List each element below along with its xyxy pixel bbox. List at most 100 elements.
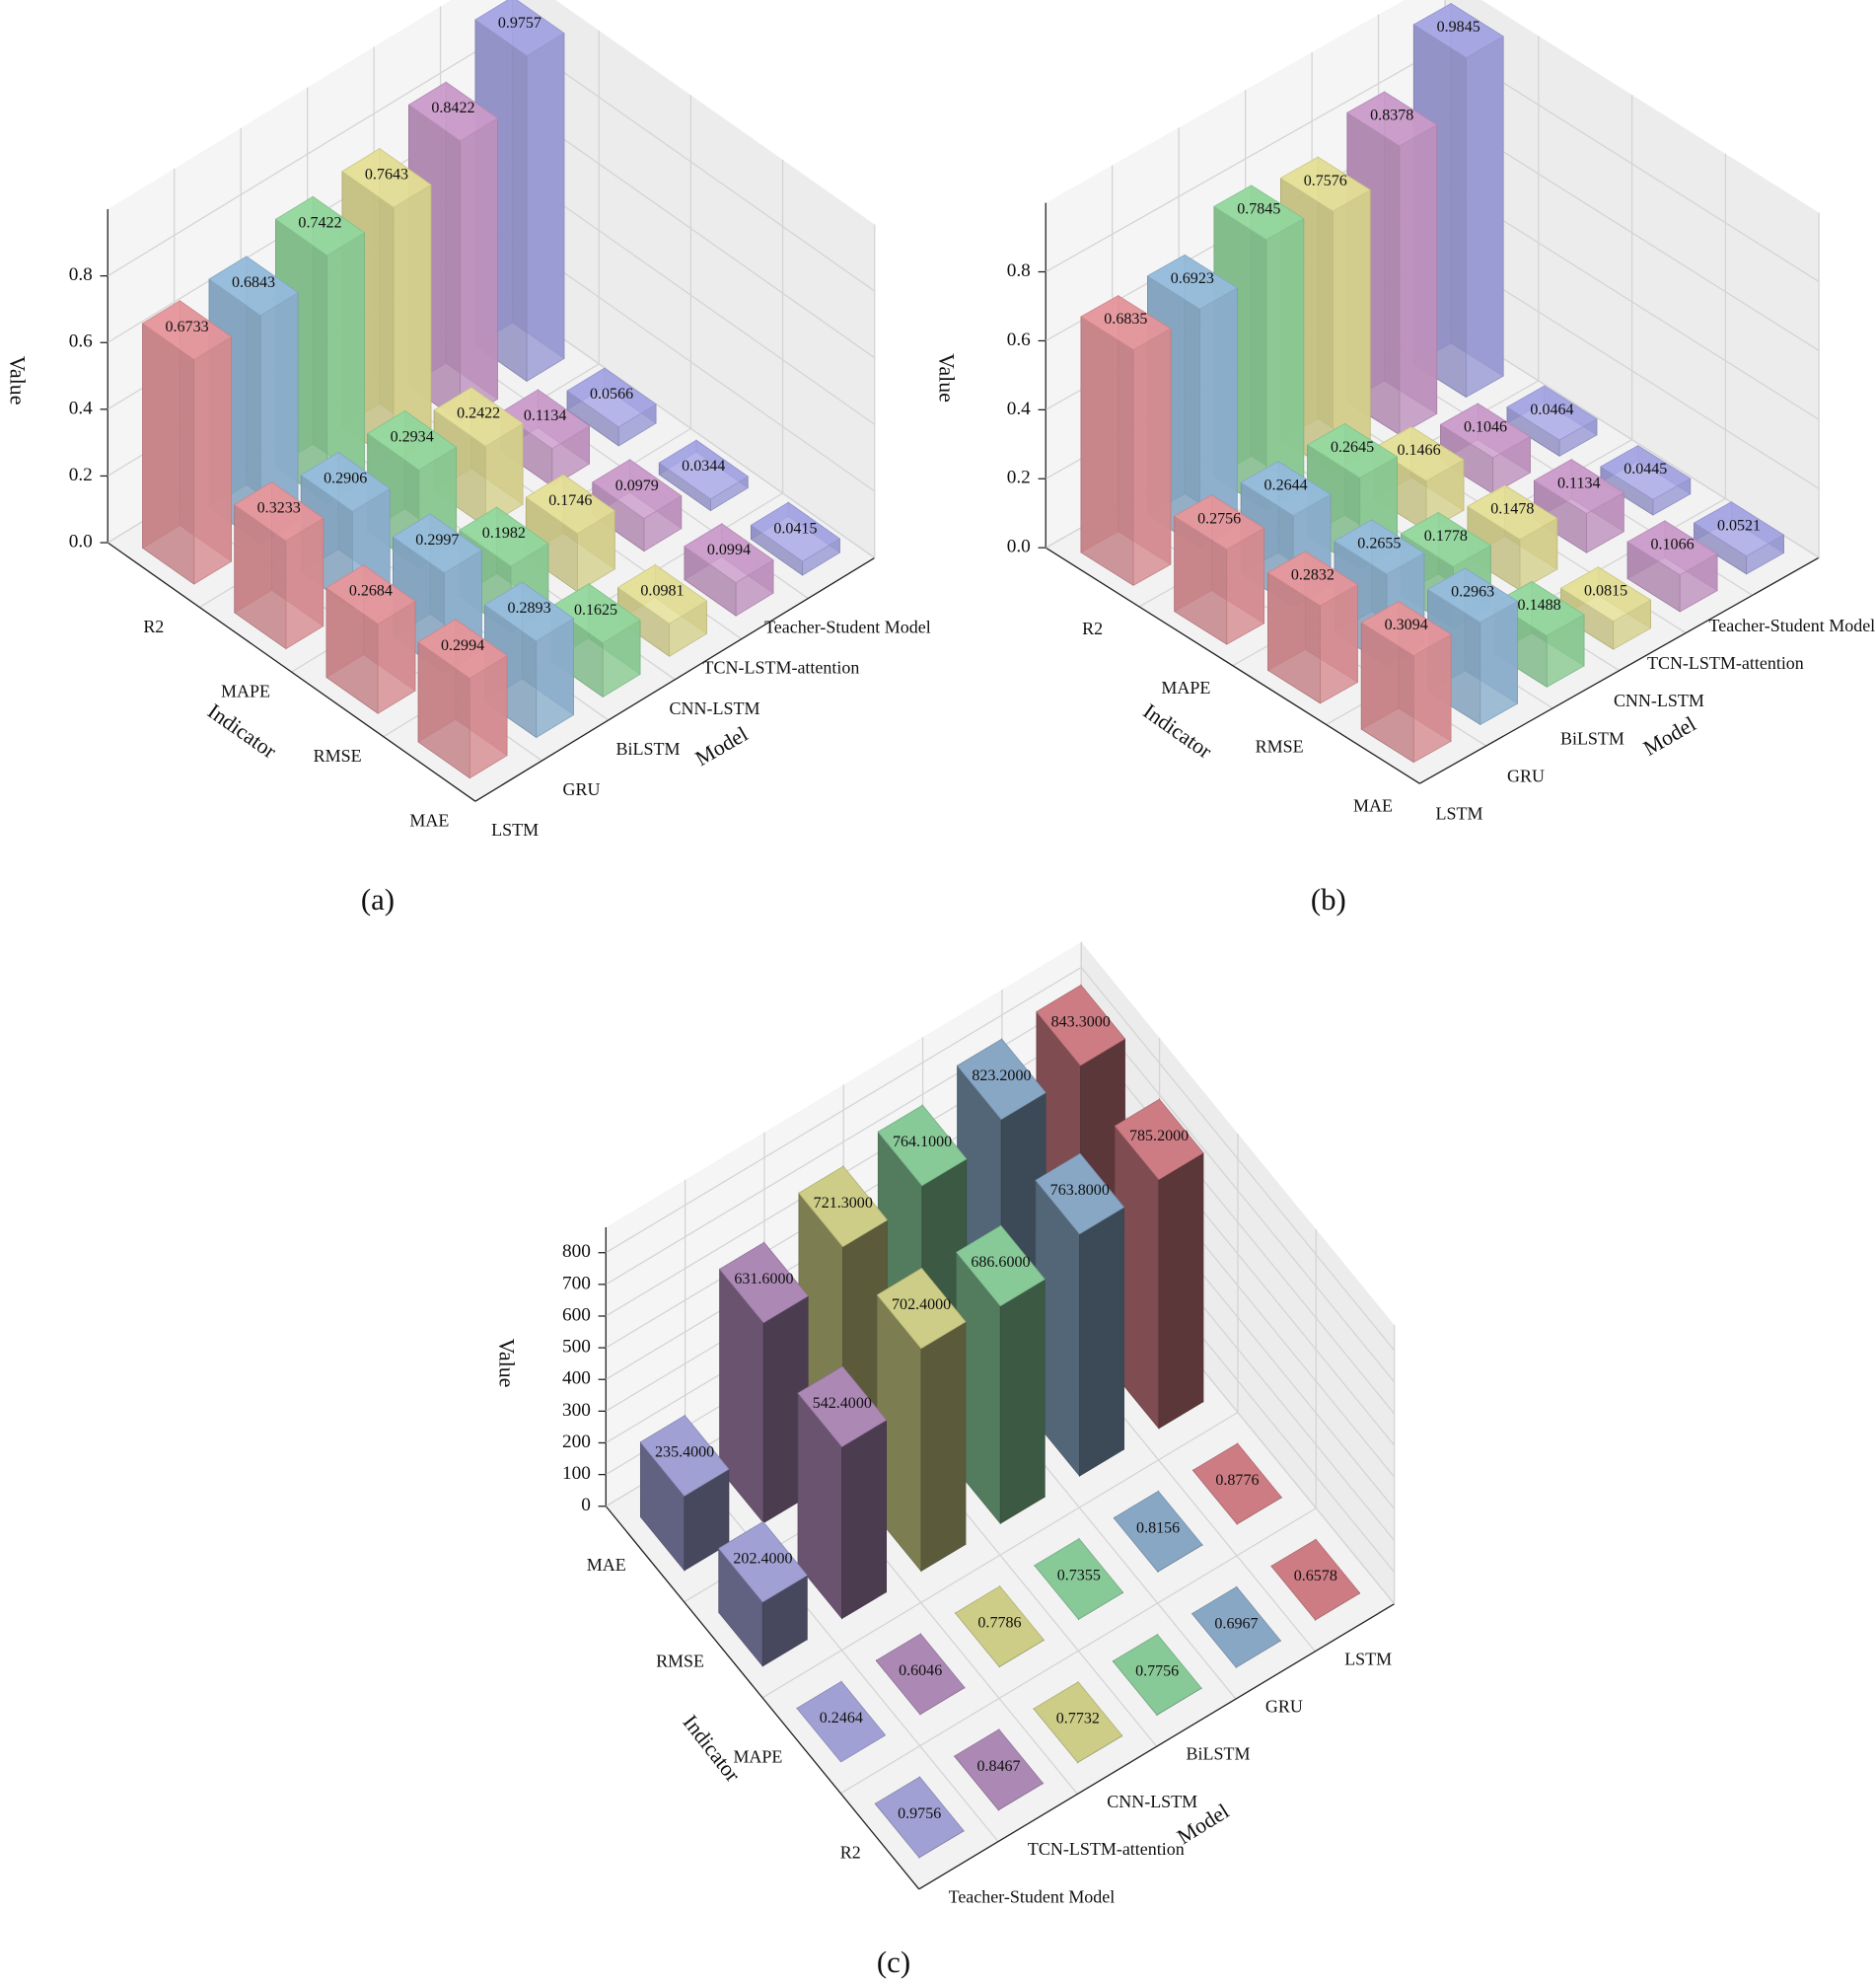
value-label: 0.1066 — [1651, 536, 1695, 552]
bar — [592, 459, 683, 552]
bar-top — [1346, 91, 1438, 147]
value-label: 0.6835 — [1104, 311, 1147, 328]
bar — [1033, 1680, 1123, 1764]
value-label: 721.3000 — [814, 1195, 873, 1212]
grid-line — [1080, 998, 1396, 1383]
model-label: CNN-LSTM — [670, 698, 760, 718]
z-tick-label: 0 — [581, 1495, 591, 1515]
indicator-label: MAPE — [221, 681, 270, 700]
indicator-label: MAE — [409, 811, 449, 831]
bar — [1693, 501, 1785, 575]
bar-top — [798, 1165, 889, 1248]
value-label: 0.0981 — [640, 582, 684, 599]
indicator-label: RMSE — [314, 746, 362, 766]
grid-line — [1080, 1030, 1396, 1415]
value-label: 0.1466 — [1397, 442, 1440, 459]
bar-side — [1158, 1151, 1204, 1430]
bar-top — [1240, 461, 1332, 516]
bar — [1114, 1098, 1204, 1430]
bar-top — [1034, 1538, 1124, 1620]
bar — [1360, 600, 1452, 764]
bar-side — [841, 1419, 887, 1620]
bar — [417, 619, 508, 779]
z-tick-label: 700 — [562, 1273, 591, 1293]
bar-top — [1373, 426, 1465, 481]
chart-bar3d: 0.0 0.2 0.4 0.6 0.8 R2 MAPE RMSE MAE LSTM GRU BiLST… — [5, 0, 931, 917]
grid-line — [1080, 967, 1396, 1352]
bar-top — [1426, 567, 1519, 624]
value-label: 0.1488 — [1518, 597, 1561, 614]
bar-top — [550, 583, 641, 644]
bar-side — [1079, 1207, 1124, 1477]
bar — [1112, 1633, 1202, 1717]
value-label: 0.7422 — [298, 214, 341, 231]
bar-top — [797, 1365, 888, 1447]
value-label: 0.0994 — [707, 542, 751, 558]
bar-side — [1412, 633, 1452, 764]
x-axis — [918, 1603, 1395, 1890]
grid-line — [107, 32, 508, 277]
value-label: 0.3233 — [257, 500, 301, 517]
bar-top — [957, 1038, 1046, 1121]
value-label: 0.7732 — [1056, 1711, 1100, 1728]
value-label: 0.8156 — [1136, 1519, 1180, 1536]
value-label: 0.8467 — [976, 1758, 1020, 1775]
bar-top — [1080, 295, 1172, 350]
bar — [1626, 520, 1718, 613]
model-label: CNN-LSTM — [1107, 1792, 1197, 1811]
grid-line — [1444, 44, 1820, 283]
value-label: 0.2994 — [441, 637, 484, 654]
bar — [875, 1633, 966, 1716]
bar-top — [1146, 254, 1239, 310]
z-axis-title: Value — [934, 353, 958, 403]
bar-top — [719, 1241, 809, 1324]
z-tick-label: 500 — [562, 1337, 591, 1358]
value-label: 0.1478 — [1490, 500, 1534, 517]
model-label: GRU — [1507, 766, 1545, 785]
bar-top — [1270, 1538, 1361, 1621]
bar-top — [1493, 581, 1585, 636]
bar-top — [1600, 445, 1692, 500]
grid-line — [506, 165, 876, 425]
bar-top — [459, 506, 549, 567]
bar-top — [392, 513, 483, 574]
value-label: 686.6000 — [971, 1254, 1030, 1271]
y-axis-title: Indicator — [203, 699, 281, 764]
bar — [300, 451, 391, 610]
bar-top — [417, 619, 508, 680]
value-label: 0.7643 — [365, 167, 408, 184]
bar-side — [1080, 316, 1134, 587]
bar — [1191, 1585, 1281, 1669]
value-label: 0.0815 — [1584, 582, 1627, 599]
bar-top — [1506, 385, 1598, 441]
z-tick-label: 0.2 — [1007, 468, 1031, 488]
value-label: 0.0445 — [1623, 461, 1667, 478]
value-label: 0.2464 — [820, 1710, 863, 1727]
bar-top — [1467, 484, 1558, 541]
value-label: 0.9845 — [1437, 19, 1480, 36]
value-label: 0.9756 — [898, 1805, 941, 1822]
y-axis-title: Indicator — [1139, 699, 1217, 764]
bar — [658, 439, 749, 512]
x-axis-title: Model — [691, 722, 752, 771]
bar-top — [1173, 494, 1265, 551]
value-label: 631.6000 — [734, 1271, 793, 1287]
grid-line — [506, 298, 876, 558]
bar-top — [874, 1776, 965, 1859]
indicator-label: MAE — [587, 1555, 626, 1575]
bar-top — [234, 481, 325, 542]
bar-side — [1479, 600, 1518, 726]
floor-grid — [761, 1412, 1239, 1699]
z-tick-label: 0.4 — [1007, 399, 1031, 419]
bar-side — [193, 335, 232, 585]
model-label: LSTM — [1344, 1649, 1392, 1668]
bar-top — [750, 501, 841, 562]
bar-top — [1279, 156, 1371, 212]
bar-top — [1113, 1491, 1203, 1573]
bar-top — [325, 564, 416, 625]
value-label: 202.4000 — [733, 1550, 792, 1567]
bar-top — [141, 300, 233, 361]
value-label: 0.2963 — [1451, 584, 1494, 601]
bar — [1533, 459, 1625, 553]
